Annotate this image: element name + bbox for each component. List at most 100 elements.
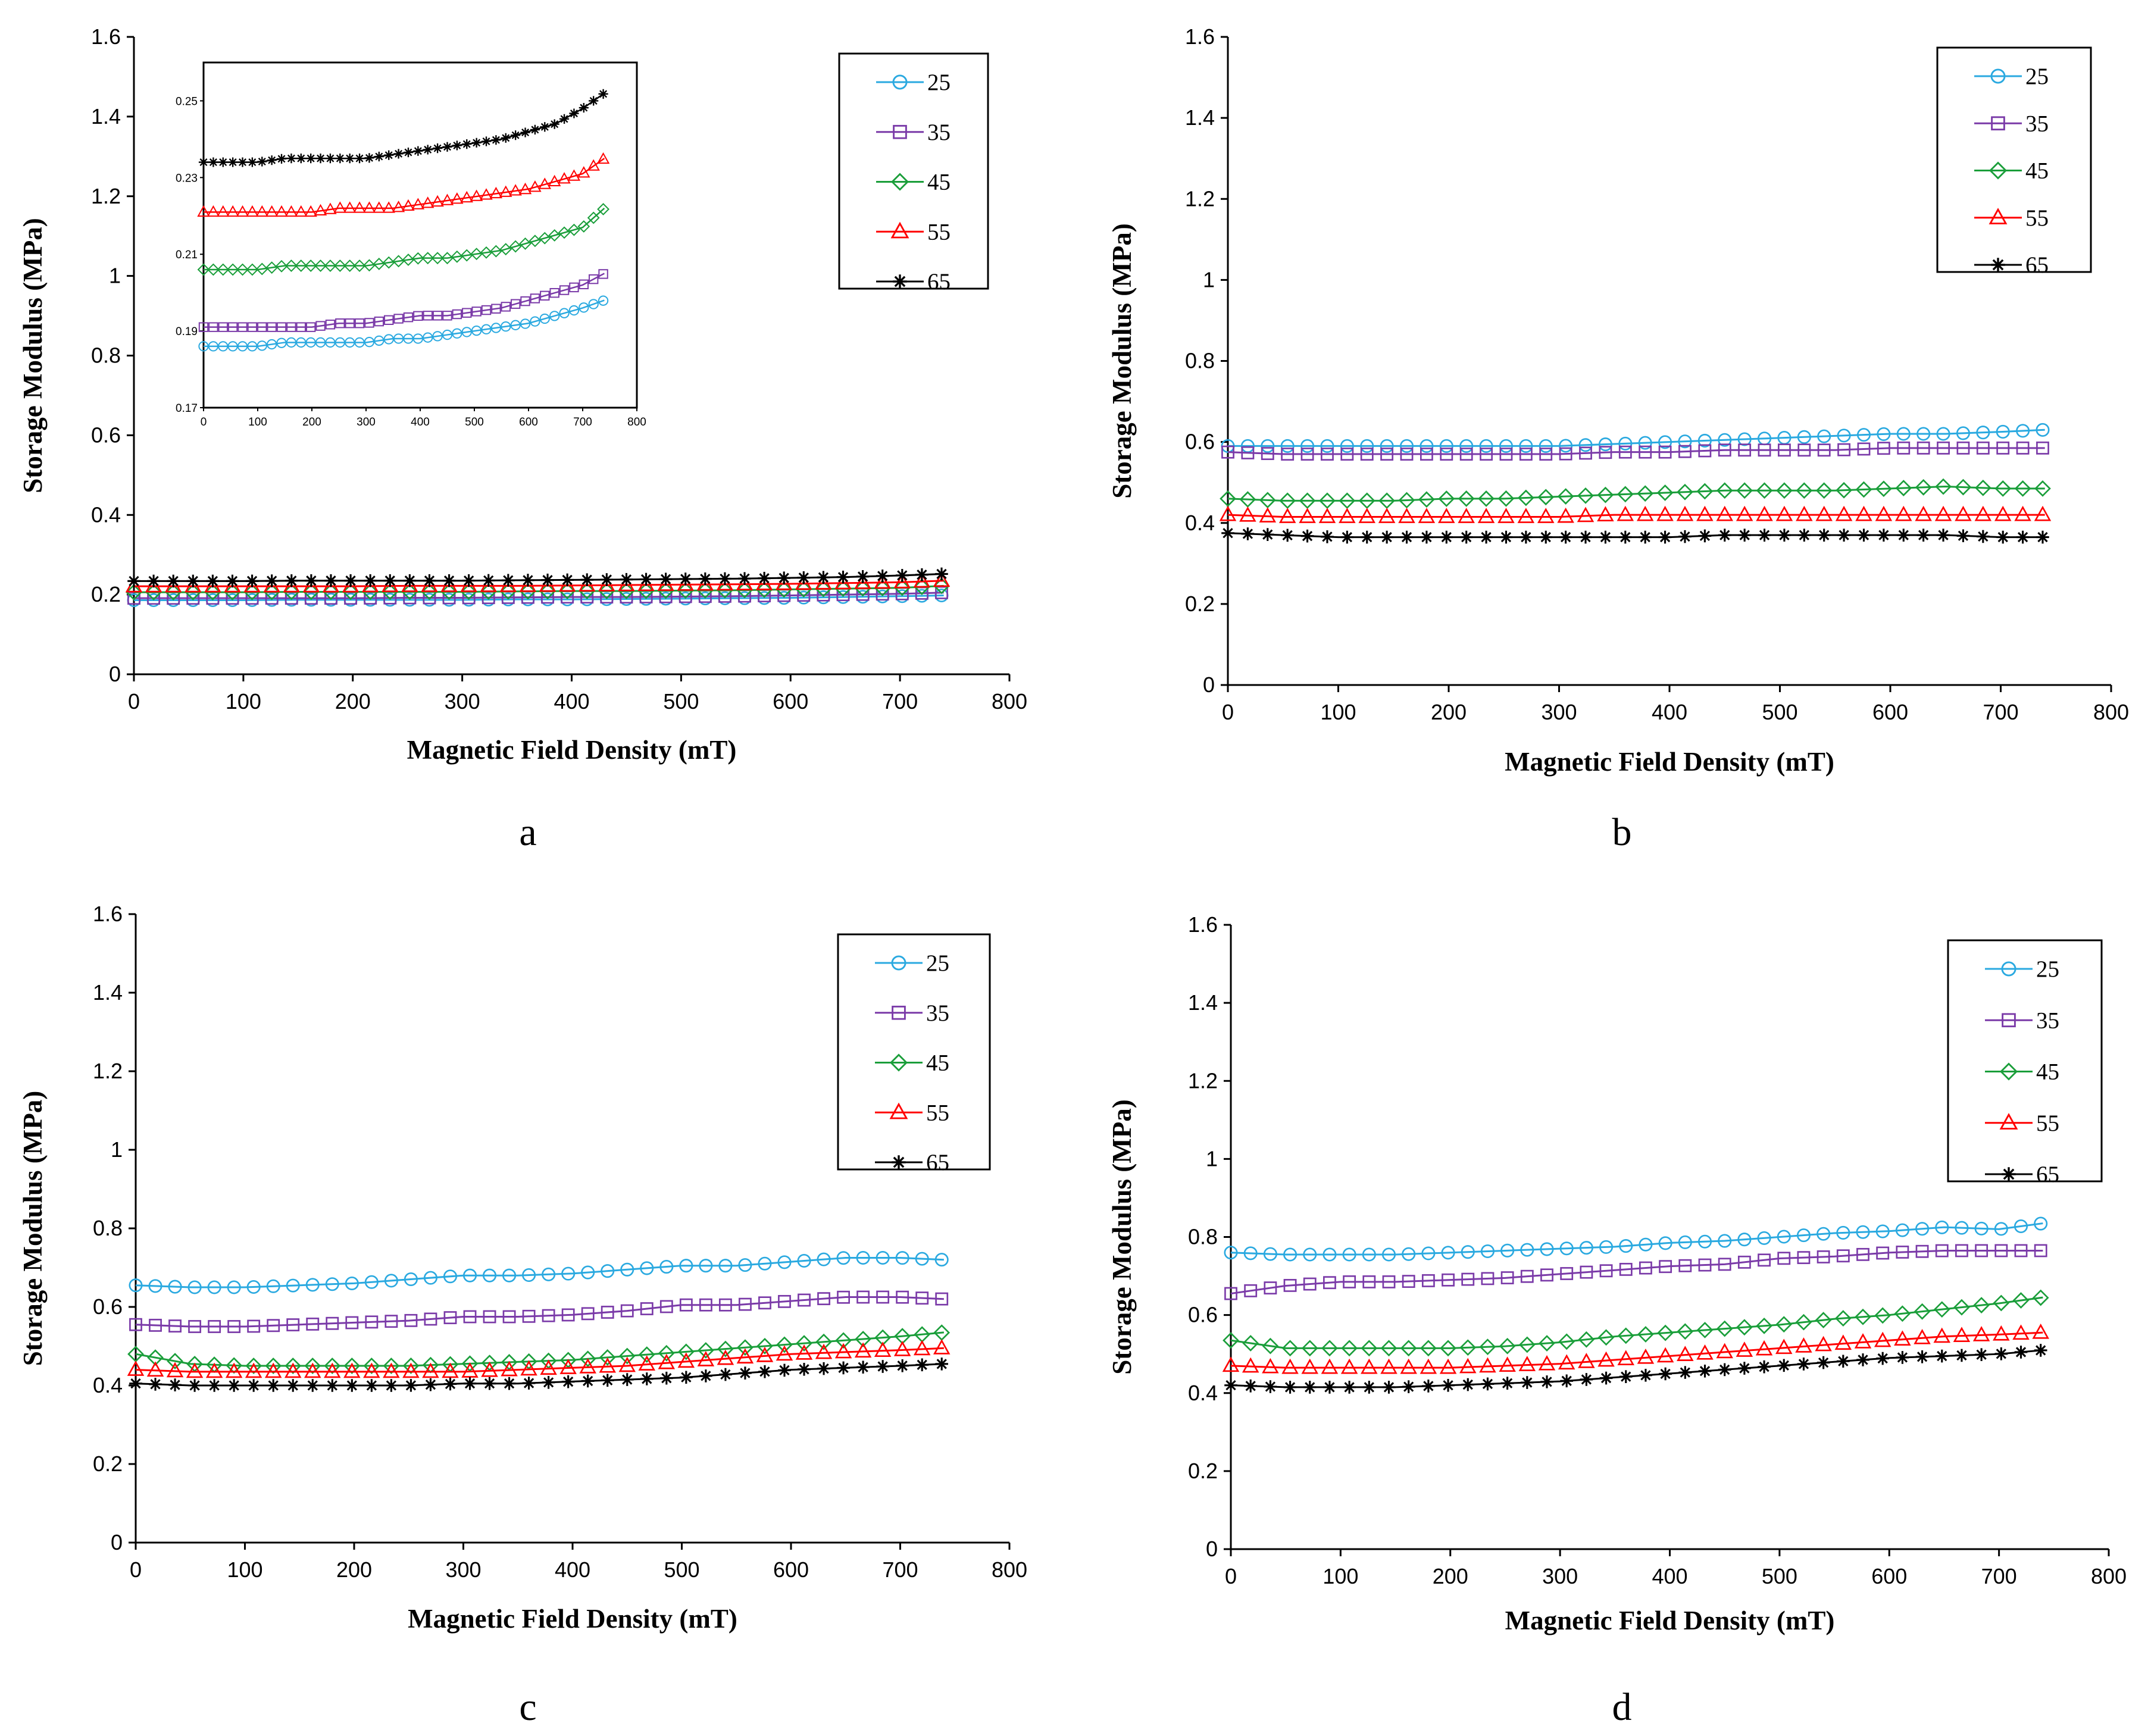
legend-swatch-marker xyxy=(1999,1113,2018,1130)
data-point-marker xyxy=(1420,448,1433,461)
data-point-marker xyxy=(2014,480,2031,497)
inset-data-point-marker xyxy=(589,274,599,284)
series-65 xyxy=(1221,526,2049,544)
data-point-marker xyxy=(1400,530,1414,544)
data-point-marker xyxy=(1639,1261,1652,1275)
inset-y-tick-label: 0.25 xyxy=(176,95,198,108)
legend-label: 65 xyxy=(926,1150,949,1175)
data-point-marker xyxy=(1481,1377,1495,1391)
data-point-marker xyxy=(1855,505,1872,521)
legend-swatch-marker xyxy=(889,1053,908,1072)
y-tick-label: 0.6 xyxy=(93,1294,123,1319)
data-point-marker xyxy=(1303,1277,1317,1291)
inset-data-point-marker xyxy=(197,205,210,217)
inset-data-point-marker xyxy=(333,201,347,213)
data-point-marker xyxy=(499,583,517,600)
y-tick-label: 1.6 xyxy=(1185,24,1215,49)
data-point-marker xyxy=(149,1378,162,1391)
data-point-marker xyxy=(679,1259,693,1273)
inset-data-point-marker xyxy=(218,157,228,167)
data-point-marker xyxy=(421,583,438,600)
data-point-marker xyxy=(264,1362,282,1378)
x-tick-label: 700 xyxy=(882,1557,918,1582)
data-point-marker xyxy=(1656,1347,1674,1363)
data-point-marker xyxy=(1380,1340,1397,1357)
inset-data-point-marker xyxy=(286,322,296,332)
data-point-marker xyxy=(893,579,911,596)
inset-data-point-marker xyxy=(579,102,589,113)
legend-box xyxy=(1936,46,2092,273)
inset-data-point-marker xyxy=(304,259,317,272)
data-point-marker xyxy=(896,1359,909,1372)
inset-data-point-marker xyxy=(207,205,220,217)
inset-data-point-marker xyxy=(345,318,355,329)
data-point-marker xyxy=(1579,530,1592,544)
inset-data-point-marker xyxy=(598,295,609,306)
inset-data-point-marker xyxy=(470,248,483,261)
x-tick-label: 0 xyxy=(128,689,140,714)
data-point-marker xyxy=(817,1252,831,1266)
data-point-marker xyxy=(1953,1327,1971,1342)
data-point-marker xyxy=(1738,528,1751,542)
legend-swatch-marker xyxy=(1989,161,2008,180)
data-point-marker xyxy=(1261,447,1274,461)
data-point-marker xyxy=(1580,1373,1593,1386)
data-point-marker xyxy=(1972,1326,1990,1341)
data-point-marker xyxy=(1874,1307,1891,1324)
data-point-marker xyxy=(1421,1274,1435,1287)
data-point-marker xyxy=(343,1362,361,1378)
data-point-marker xyxy=(834,580,852,598)
data-point-marker xyxy=(1736,482,1753,499)
data-point-marker xyxy=(1281,1358,1299,1374)
inset-data-point-marker xyxy=(509,240,522,253)
data-point-marker xyxy=(1758,1253,1771,1267)
data-point-marker xyxy=(1340,439,1354,453)
data-point-marker xyxy=(1953,1299,1970,1316)
data-point-marker xyxy=(1817,1227,1831,1241)
data-point-marker xyxy=(1382,1381,1396,1394)
data-point-marker xyxy=(1639,445,1652,459)
data-point-marker xyxy=(1797,528,1811,542)
inset-data-point-marker xyxy=(452,140,462,151)
data-point-marker xyxy=(522,1268,536,1283)
inset-data-point-marker xyxy=(462,308,472,318)
inset-y-tick-label: 0.23 xyxy=(176,172,198,184)
inset-series-35 xyxy=(198,269,608,332)
data-point-marker xyxy=(915,1291,929,1305)
inset-data-point-marker xyxy=(413,311,423,321)
data-point-marker xyxy=(1836,481,1852,499)
data-point-marker xyxy=(1520,1269,1534,1283)
inset-data-point-marker xyxy=(198,157,209,167)
data-point-marker xyxy=(1537,489,1555,506)
data-point-marker xyxy=(1259,507,1277,523)
data-point-marker xyxy=(364,1275,379,1289)
data-point-marker xyxy=(2034,1344,2047,1357)
y-tick-label: 0 xyxy=(1203,672,1215,697)
inset-data-point-marker xyxy=(518,182,532,195)
data-point-marker xyxy=(778,1294,791,1308)
data-point-marker xyxy=(1698,444,1712,458)
data-point-marker xyxy=(2014,1346,2028,1359)
data-point-marker xyxy=(1756,1317,1772,1334)
data-point-marker xyxy=(1815,1312,1832,1329)
data-point-marker xyxy=(520,1360,537,1376)
inset-data-point-marker xyxy=(265,205,279,217)
y-tick-label: 0.8 xyxy=(93,1216,123,1240)
data-point-marker xyxy=(1442,1273,1455,1287)
data-point-marker xyxy=(1560,1374,1573,1388)
x-tick-label: 400 xyxy=(554,689,589,714)
data-point-marker xyxy=(344,574,357,587)
legend-swatch-marker xyxy=(889,1102,908,1119)
data-point-marker xyxy=(1975,1348,1988,1362)
data-point-marker xyxy=(1637,1349,1655,1364)
data-point-marker xyxy=(286,1278,300,1293)
data-point-marker xyxy=(798,1293,811,1307)
data-point-marker xyxy=(204,584,221,600)
inset-data-point-marker xyxy=(324,202,337,214)
data-point-marker xyxy=(697,1351,715,1366)
data-point-marker xyxy=(1599,1371,1613,1385)
data-point-marker xyxy=(876,570,889,583)
data-point-marker xyxy=(855,1331,871,1347)
data-point-marker xyxy=(1402,1275,1415,1288)
data-point-marker xyxy=(1361,1340,1378,1357)
